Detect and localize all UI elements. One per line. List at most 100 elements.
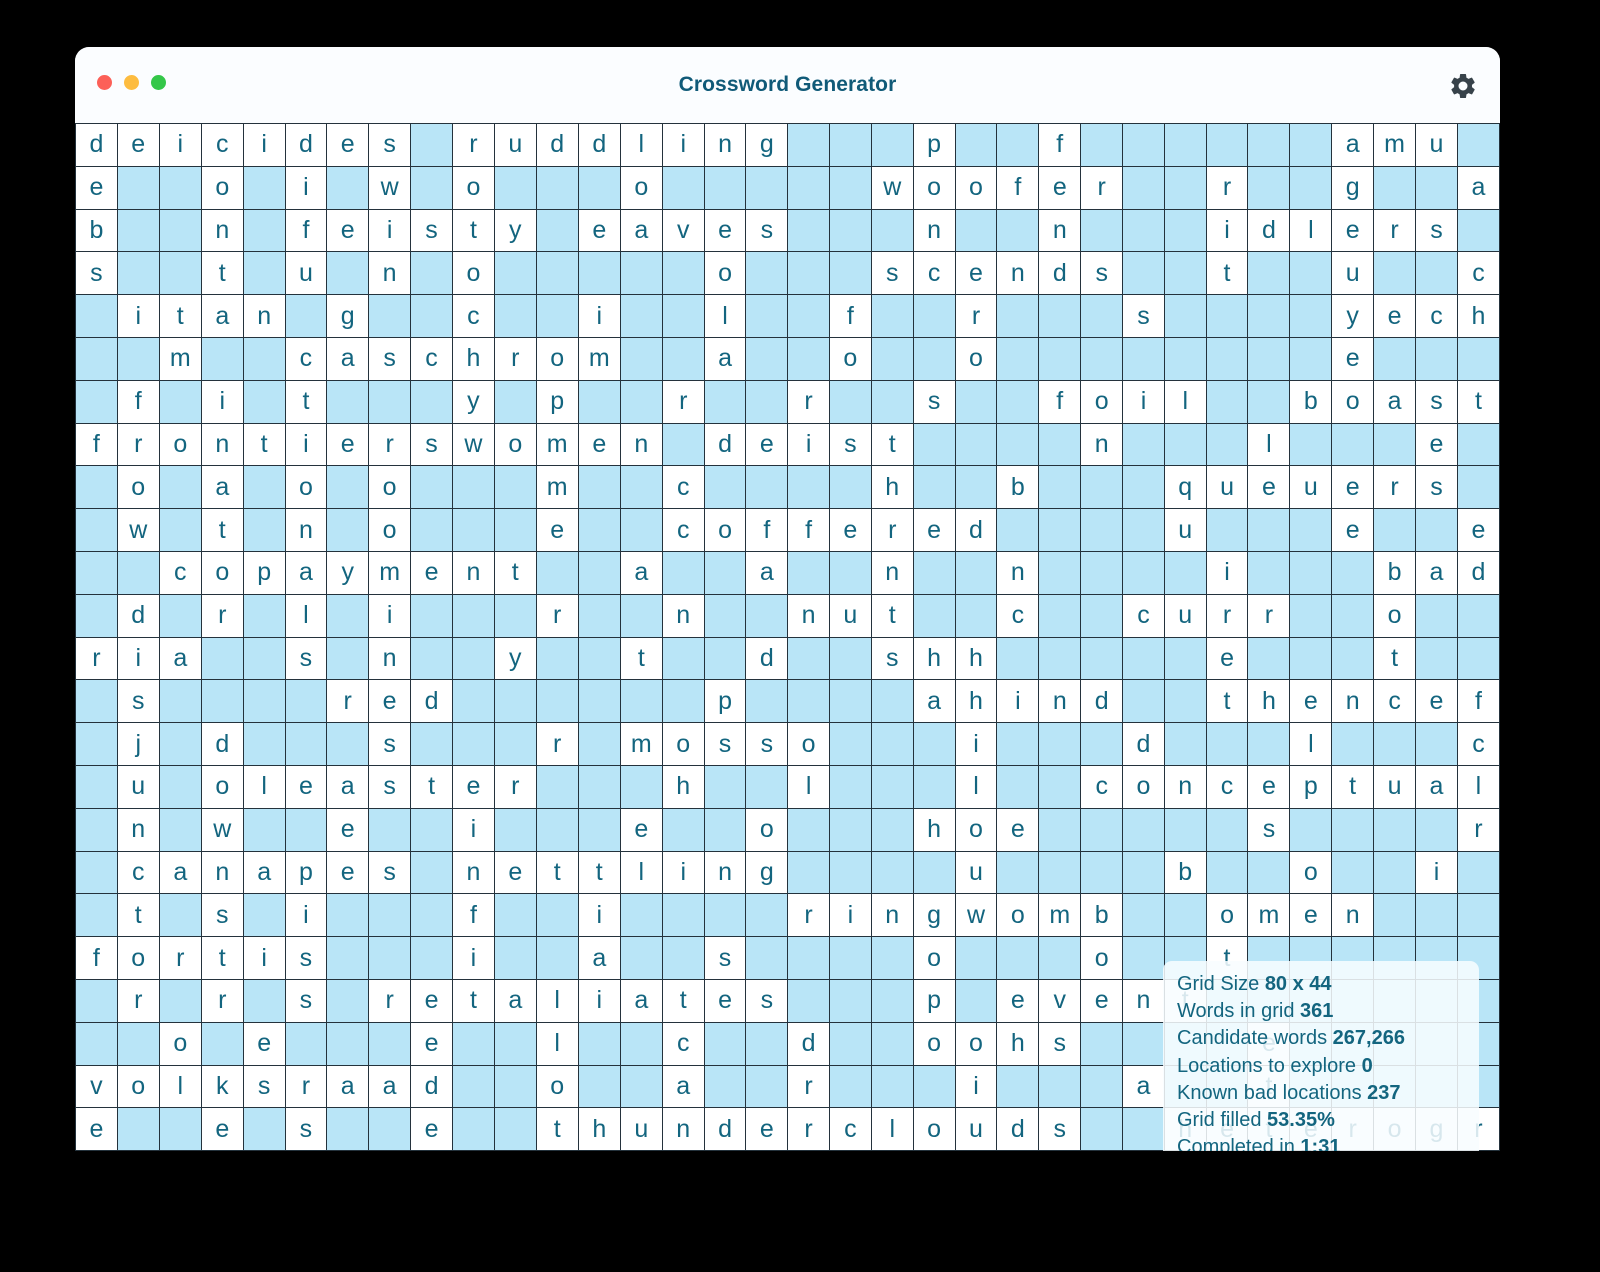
- grid-cell-letter[interactable]: r: [661, 379, 705, 424]
- grid-cell-empty[interactable]: [242, 379, 286, 424]
- grid-cell-letter[interactable]: r: [1205, 165, 1249, 210]
- grid-cell-letter[interactable]: l: [535, 1021, 579, 1066]
- grid-cell-empty[interactable]: [1289, 508, 1333, 552]
- grid-cell-letter[interactable]: o: [200, 550, 244, 595]
- grid-cell-letter[interactable]: c: [284, 336, 328, 381]
- grid-cell-empty[interactable]: [158, 893, 202, 938]
- grid-cell-empty[interactable]: [493, 893, 537, 938]
- grid-cell-empty[interactable]: [1289, 807, 1333, 852]
- grid-cell-letter[interactable]: e: [1331, 208, 1375, 253]
- grid-cell-letter[interactable]: n: [1038, 208, 1082, 253]
- grid-cell-empty[interactable]: [1163, 336, 1207, 381]
- grid-cell-letter[interactable]: i: [577, 294, 621, 338]
- grid-cell-letter[interactable]: s: [912, 379, 956, 424]
- grid-cell-letter[interactable]: i: [451, 936, 495, 980]
- grid-cell-empty[interactable]: [619, 379, 663, 424]
- grid-cell-letter[interactable]: h: [577, 1107, 621, 1151]
- grid-cell-empty[interactable]: [828, 936, 872, 980]
- grid-cell-letter[interactable]: l: [1163, 379, 1207, 424]
- grid-cell-letter[interactable]: e: [1331, 336, 1375, 381]
- grid-cell-empty[interactable]: [1373, 251, 1417, 296]
- grid-cell-letter[interactable]: n: [996, 251, 1040, 296]
- grid-cell-empty[interactable]: [410, 722, 453, 766]
- grid-cell-empty[interactable]: [242, 251, 286, 296]
- grid-cell-empty[interactable]: [1122, 550, 1165, 595]
- grid-cell-letter[interactable]: s: [703, 936, 747, 980]
- grid-cell-letter[interactable]: o: [158, 1021, 202, 1066]
- grid-cell-letter[interactable]: a: [1415, 550, 1458, 595]
- grid-cell-letter[interactable]: y: [451, 379, 495, 424]
- grid-cell-empty[interactable]: [1122, 1021, 1165, 1066]
- grid-cell-empty[interactable]: [158, 764, 202, 809]
- grid-cell-empty[interactable]: [1289, 251, 1333, 296]
- grid-cell-empty[interactable]: [1080, 1064, 1124, 1109]
- grid-cell-empty[interactable]: [1038, 636, 1082, 681]
- grid-cell-letter[interactable]: p: [912, 123, 956, 167]
- grid-cell-letter[interactable]: v: [661, 208, 705, 253]
- grid-cell-letter[interactable]: r: [116, 422, 160, 467]
- grid-cell-empty[interactable]: [1038, 1064, 1082, 1109]
- grid-cell-letter[interactable]: s: [1038, 1107, 1082, 1151]
- grid-cell-letter[interactable]: b: [1289, 379, 1333, 424]
- grid-cell-empty[interactable]: [242, 336, 286, 381]
- grid-cell-empty[interactable]: [200, 336, 244, 381]
- grid-cell-empty[interactable]: [1373, 165, 1417, 210]
- grid-cell-letter[interactable]: f: [451, 893, 495, 938]
- minimize-window-button[interactable]: [124, 75, 139, 90]
- grid-cell-empty[interactable]: [1080, 850, 1124, 895]
- grid-cell-letter[interactable]: e: [1331, 508, 1375, 552]
- grid-cell-empty[interactable]: [451, 1021, 495, 1066]
- grid-cell-letter[interactable]: t: [870, 422, 914, 467]
- grid-cell-empty[interactable]: [745, 294, 789, 338]
- grid-cell-empty[interactable]: [996, 764, 1040, 809]
- grid-cell-letter[interactable]: n: [703, 850, 747, 895]
- grid-cell-letter[interactable]: p: [703, 679, 747, 724]
- gear-icon[interactable]: [1446, 69, 1480, 103]
- grid-cell-letter[interactable]: t: [619, 636, 663, 681]
- grid-cell-empty[interactable]: [1080, 123, 1124, 167]
- grid-cell-empty[interactable]: [326, 636, 370, 681]
- grid-cell-empty[interactable]: [368, 893, 412, 938]
- grid-cell-empty[interactable]: [75, 550, 118, 595]
- grid-cell-empty[interactable]: [1163, 165, 1207, 210]
- grid-cell-letter[interactable]: n: [1038, 679, 1082, 724]
- grid-cell-empty[interactable]: [1415, 722, 1458, 766]
- grid-cell-letter[interactable]: n: [661, 593, 705, 638]
- grid-cell-empty[interactable]: [1163, 208, 1207, 253]
- grid-cell-letter[interactable]: p: [242, 550, 286, 595]
- grid-cell-letter[interactable]: n: [787, 593, 830, 638]
- grid-cell-letter[interactable]: h: [912, 636, 956, 681]
- grid-cell-empty[interactable]: [451, 679, 495, 724]
- grid-cell-letter[interactable]: s: [368, 850, 412, 895]
- grid-cell-letter[interactable]: u: [619, 1107, 663, 1151]
- grid-cell-empty[interactable]: [75, 1021, 118, 1066]
- grid-cell-letter[interactable]: g: [912, 893, 956, 938]
- grid-cell-letter[interactable]: l: [870, 1107, 914, 1151]
- grid-cell-empty[interactable]: [116, 550, 160, 595]
- grid-cell-letter[interactable]: o: [1122, 764, 1165, 809]
- grid-cell-letter[interactable]: o: [954, 336, 998, 381]
- grid-cell-empty[interactable]: [1163, 636, 1207, 681]
- grid-cell-empty[interactable]: [1163, 893, 1207, 938]
- grid-cell-letter[interactable]: u: [1415, 123, 1458, 167]
- grid-cell-empty[interactable]: [1373, 336, 1417, 381]
- grid-cell-letter[interactable]: r: [200, 593, 244, 638]
- grid-cell-letter[interactable]: d: [410, 1064, 453, 1109]
- grid-cell-empty[interactable]: [1289, 336, 1333, 381]
- grid-cell-empty[interactable]: [158, 508, 202, 552]
- grid-cell-letter[interactable]: n: [116, 807, 160, 852]
- grid-cell-letter[interactable]: y: [1331, 294, 1375, 338]
- grid-cell-empty[interactable]: [1289, 294, 1333, 338]
- grid-cell-letter[interactable]: e: [828, 508, 872, 552]
- grid-cell-empty[interactable]: [1122, 936, 1165, 980]
- grid-cell-letter[interactable]: n: [1331, 679, 1375, 724]
- grid-cell-empty[interactable]: [787, 807, 830, 852]
- grid-cell-empty[interactable]: [1038, 807, 1082, 852]
- grid-cell-empty[interactable]: [1038, 422, 1082, 467]
- grid-cell-empty[interactable]: [1247, 550, 1291, 595]
- grid-cell-letter[interactable]: d: [745, 636, 789, 681]
- grid-cell-empty[interactable]: [745, 764, 789, 809]
- grid-cell-empty[interactable]: [368, 1021, 412, 1066]
- grid-cell-empty[interactable]: [1289, 165, 1333, 210]
- grid-cell-letter[interactable]: e: [410, 1107, 453, 1151]
